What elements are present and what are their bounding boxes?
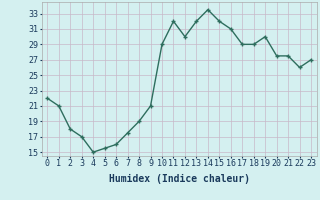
X-axis label: Humidex (Indice chaleur): Humidex (Indice chaleur) bbox=[109, 174, 250, 184]
